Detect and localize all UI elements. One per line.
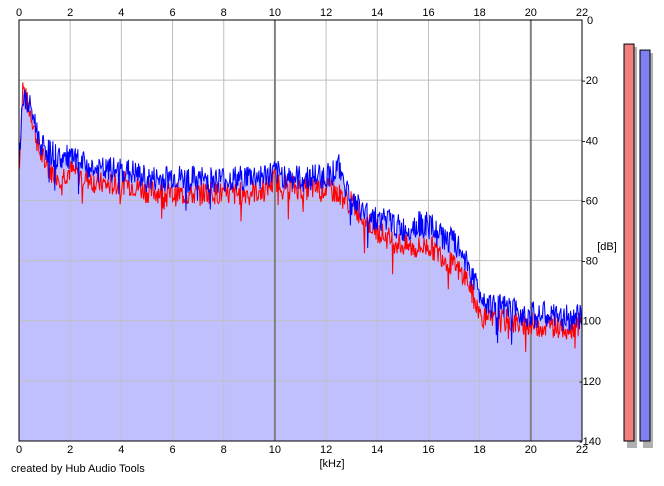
x-tick-label-top: 20 <box>525 7 537 19</box>
x-tick-label-bottom: 8 <box>221 444 227 456</box>
x-tick-label-bottom: 0 <box>16 444 22 456</box>
x-tick-label-bottom: 10 <box>269 444 281 456</box>
x-tick-label-top: 12 <box>320 7 332 19</box>
x-tick-label-top: 14 <box>371 7 383 19</box>
x-tick-label-top: 8 <box>221 7 227 19</box>
x-tick-label-bottom: 6 <box>169 444 175 456</box>
spectrum-area-fill <box>19 82 582 442</box>
credit-text: created by Hub Audio Tools <box>11 463 145 475</box>
x-tick-label-top: 0 <box>16 7 22 19</box>
x-tick-label-bottom: 14 <box>371 444 383 456</box>
level-meter-left <box>623 43 635 442</box>
y-tick-label: -40 <box>582 135 598 147</box>
x-tick-label-bottom: 16 <box>422 444 434 456</box>
level-meter-right <box>639 49 651 442</box>
x-tick-label-bottom: 22 <box>576 444 588 456</box>
y-tick-label: -20 <box>582 75 598 87</box>
y-tick-label: -60 <box>582 195 598 207</box>
x-tick-label-bottom: 2 <box>67 444 73 456</box>
x-tick-label-top: 10 <box>269 7 281 19</box>
series-line-right <box>18 89 583 345</box>
y-tick-label: -80 <box>582 256 598 268</box>
x-tick-label-top: 6 <box>169 7 175 19</box>
x-tick-label-bottom: 12 <box>320 444 332 456</box>
y-tick-label: 0 <box>587 15 593 27</box>
plot-border <box>18 19 583 442</box>
x-tick-label-top: 16 <box>422 7 434 19</box>
x-tick-label-top: 18 <box>474 7 486 19</box>
y-tick-label: -100 <box>579 316 601 328</box>
y-tick-label: -120 <box>579 376 601 388</box>
x-tick-label-bottom: 20 <box>525 444 537 456</box>
x-axis-label: [kHz] <box>319 458 344 470</box>
x-tick-label-bottom: 4 <box>118 444 124 456</box>
x-tick-label-top: 22 <box>576 7 588 19</box>
y-axis-label: [dB] <box>597 241 617 253</box>
x-tick-label-bottom: 18 <box>474 444 486 456</box>
x-tick-label-top: 2 <box>67 7 73 19</box>
x-tick-label-top: 4 <box>118 7 124 19</box>
y-tick-label: -140 <box>579 436 601 448</box>
